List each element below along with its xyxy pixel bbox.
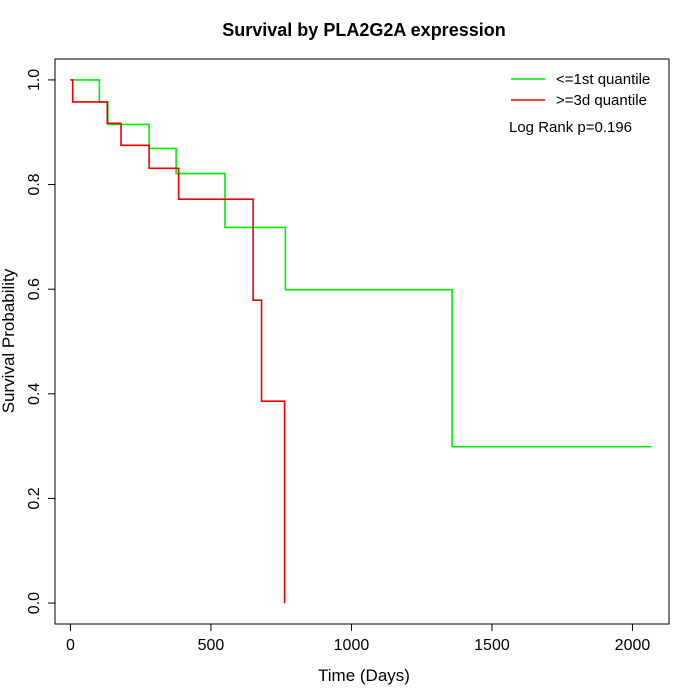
x-tick-label: 2000: [615, 637, 651, 654]
plot-frame: [54, 58, 670, 625]
x-tick-label: 0: [66, 637, 75, 654]
y-tick-label: 0.0: [26, 592, 43, 614]
y-tick-label: 1.0: [26, 69, 43, 91]
x-axis: 0 500 1000 1500 2000: [66, 623, 651, 654]
y-axis: 0.0 0.2 0.4 0.6 0.8 1.0: [26, 69, 56, 614]
x-tick-label: 1000: [334, 637, 370, 654]
series-line-1: [70, 79, 286, 604]
x-tick-label: 1500: [474, 637, 510, 654]
y-tick-label: 0.4: [26, 383, 43, 405]
y-tick-label: 0.8: [26, 173, 43, 195]
x-tick-label: 500: [198, 637, 225, 654]
chart-title: Survival by PLA2G2A expression: [222, 20, 505, 40]
legend-label-0: <=1st quantile: [556, 71, 650, 88]
log-rank-annotation: Log Rank p=0.196: [509, 119, 632, 136]
y-tick-label: 0.2: [26, 487, 43, 509]
legend-label-1: >=3d quantile: [556, 92, 647, 109]
x-axis-label: Time (Days): [318, 666, 410, 685]
y-tick-label: 0.6: [26, 278, 43, 300]
legend: <=1st quantile >=3d quantile: [511, 71, 650, 109]
series-layer: [70, 79, 652, 604]
y-axis-label: Survival Probability: [0, 268, 18, 413]
